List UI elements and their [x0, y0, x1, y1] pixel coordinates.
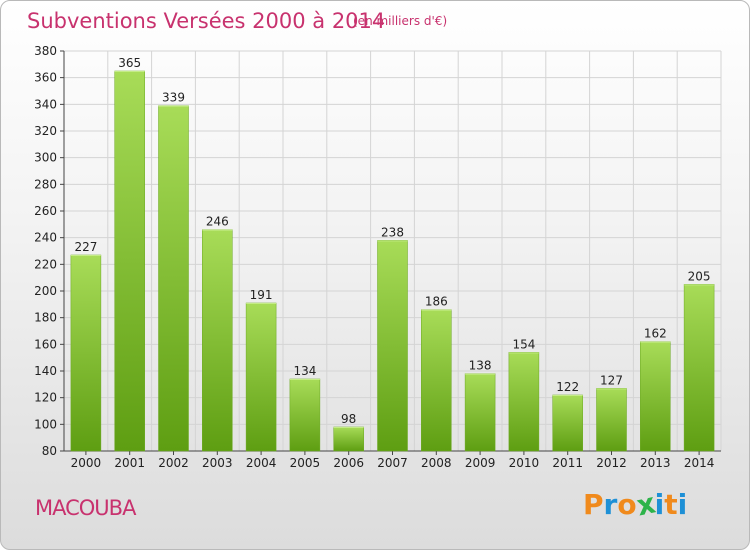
logo-letter: o	[617, 488, 637, 521]
y-tick-label: 100	[34, 417, 57, 431]
x-tick-label: 2000	[71, 456, 102, 470]
x-tick-labels: 2000 2001 2002 2003 2004 2005 2006 2007 2008 2009…	[71, 456, 715, 470]
data-label-2002: 339	[162, 91, 185, 105]
y-tick-label: 280	[34, 177, 57, 191]
data-label-2004: 191	[250, 288, 273, 302]
y-tick-labels: 80 100 120 140 160 180 200 220 240 260 280 300 320 34…	[34, 44, 57, 458]
bar-2006	[333, 426, 364, 452]
logo-letter: t	[664, 488, 678, 521]
y-tick-label: 260	[34, 204, 57, 218]
bar-2001	[114, 70, 145, 452]
data-labels: 227 365 339 246 191 134 98 238 186 138 154 122 127 16…	[74, 56, 710, 426]
data-label-2005: 134	[293, 364, 316, 378]
data-label-2007: 238	[381, 225, 404, 239]
y-tick-label: 300	[34, 151, 57, 165]
bar-2008	[421, 309, 452, 452]
data-label-2011: 122	[556, 380, 579, 394]
logo-letter: P	[583, 488, 604, 521]
data-label-2010: 154	[512, 337, 535, 351]
y-tick-label: 380	[34, 44, 57, 58]
y-tick-label: 140	[34, 364, 57, 378]
x-tick-label: 2008	[421, 456, 452, 470]
bar-2004	[245, 302, 277, 452]
logo-letter: i	[677, 488, 688, 521]
data-label-2008: 186	[425, 295, 448, 309]
x-tick-label: 2006	[333, 456, 364, 470]
x-tick-label: 2003	[202, 456, 233, 470]
x-tick-label: 2009	[465, 456, 496, 470]
y-tick-label: 360	[34, 71, 57, 85]
x-tick-label: 2013	[640, 456, 671, 470]
chart-title: Subventions Versées 2000 à 2014	[27, 9, 386, 33]
data-label-2012: 127	[600, 373, 623, 387]
y-tick-label: 200	[34, 284, 57, 298]
data-label-2014: 205	[688, 269, 711, 283]
y-tick-label: 120	[34, 391, 57, 405]
bar-2012	[596, 388, 627, 452]
y-tick-label: 340	[34, 97, 57, 111]
data-label-2013: 162	[644, 327, 667, 341]
data-label-2001: 365	[118, 56, 141, 70]
y-tick-label: 160	[34, 337, 57, 351]
bar-2000	[70, 254, 102, 452]
x-tick-label: 2001	[114, 456, 145, 470]
bar-2011	[552, 394, 583, 452]
x-tick-label: 2010	[509, 456, 540, 470]
bar-2005	[289, 378, 321, 452]
data-label-2000: 227	[74, 240, 97, 254]
bar-2014	[683, 284, 715, 452]
bar-2007	[377, 240, 408, 452]
x-tick-label: 2002	[158, 456, 189, 470]
y-tick-label: 320	[34, 124, 57, 138]
chart-subtitle: (en milliers d'€)	[353, 14, 448, 28]
x-tick-label: 2012	[596, 456, 627, 470]
bars	[70, 70, 715, 452]
y-tick-label: 180	[34, 311, 57, 325]
y-tick-label: 220	[34, 257, 57, 271]
x-tick-label: 2005	[290, 456, 321, 470]
logo-letter: i	[654, 488, 665, 521]
bar-2009	[464, 373, 496, 452]
x-tick-label: 2014	[684, 456, 715, 470]
data-label-2006: 98	[341, 412, 356, 426]
commune-name: MACOUBA	[35, 496, 136, 520]
logo-letter: r	[603, 488, 618, 521]
bar-2013	[640, 341, 671, 452]
y-tick-label: 80	[42, 444, 57, 458]
data-label-2009: 138	[469, 359, 492, 373]
x-tick-label: 2004	[246, 456, 277, 470]
proxiti-logo: Proxiti	[583, 486, 688, 522]
bar-2003	[202, 229, 233, 452]
y-tick-label: 240	[34, 231, 57, 245]
x-tick-label: 2011	[552, 456, 583, 470]
bar-2010	[508, 352, 540, 452]
x-tick-label: 2007	[377, 456, 408, 470]
data-label-2003: 246	[206, 215, 229, 229]
bar-2002	[158, 105, 189, 452]
